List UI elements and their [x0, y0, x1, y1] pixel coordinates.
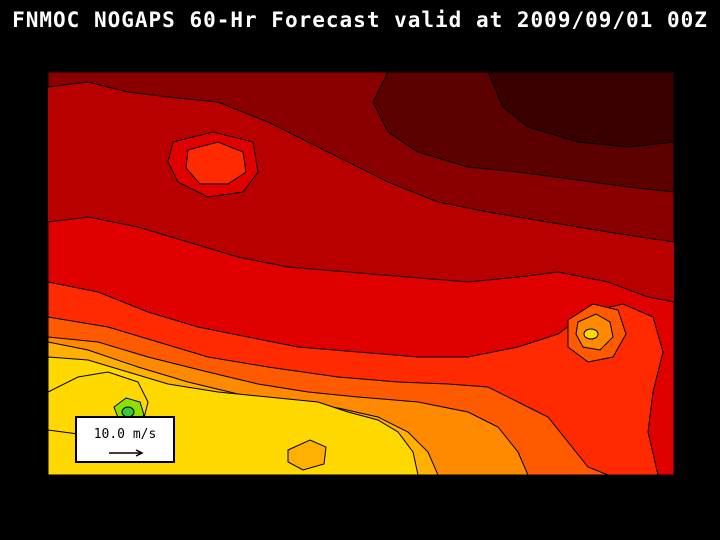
forecast-map[interactable] — [48, 72, 674, 475]
contour-blob-upper-inner — [185, 141, 247, 185]
contour-blob-lower-mid — [287, 439, 327, 471]
wind-scale-legend: 10.0 m/s — [75, 416, 175, 463]
contour-field — [48, 72, 674, 475]
contour-cell-right-core — [583, 328, 599, 340]
wind-scale-label: 10.0 m/s — [93, 427, 157, 442]
wind-vector-arrow-icon — [109, 449, 144, 457]
contour-band-darkest-red — [487, 72, 674, 148]
map-title: FNMOC NOGAPS 60-Hr Forecast valid at 200… — [12, 8, 708, 32]
